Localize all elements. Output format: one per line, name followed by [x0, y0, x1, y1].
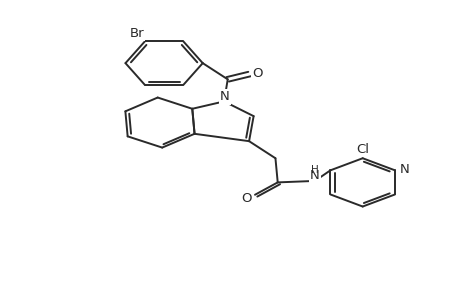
- Text: N: N: [220, 91, 230, 103]
- Text: N: N: [309, 169, 319, 182]
- Text: H: H: [310, 165, 318, 175]
- Text: N: N: [399, 163, 409, 176]
- Text: Cl: Cl: [355, 143, 369, 156]
- Text: O: O: [252, 67, 263, 80]
- Text: Br: Br: [129, 27, 144, 40]
- Text: O: O: [241, 192, 252, 205]
